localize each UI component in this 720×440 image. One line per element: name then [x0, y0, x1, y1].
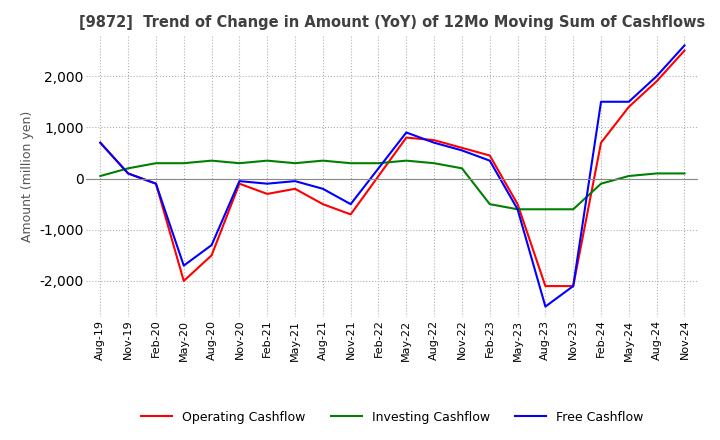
- Investing Cashflow: [569, 207, 577, 212]
- Operating Cashflow: [263, 191, 271, 197]
- Free Cashflow: [263, 181, 271, 186]
- Investing Cashflow: [680, 171, 689, 176]
- Investing Cashflow: [402, 158, 410, 163]
- Free Cashflow: [402, 130, 410, 135]
- Operating Cashflow: [680, 48, 689, 53]
- Free Cashflow: [374, 166, 383, 171]
- Free Cashflow: [346, 202, 355, 207]
- Operating Cashflow: [152, 181, 161, 186]
- Line: Investing Cashflow: Investing Cashflow: [100, 161, 685, 209]
- Free Cashflow: [235, 179, 243, 184]
- Free Cashflow: [513, 207, 522, 212]
- Investing Cashflow: [263, 158, 271, 163]
- Investing Cashflow: [152, 161, 161, 166]
- Investing Cashflow: [541, 207, 550, 212]
- Investing Cashflow: [624, 173, 633, 179]
- Free Cashflow: [152, 181, 161, 186]
- Investing Cashflow: [346, 161, 355, 166]
- Investing Cashflow: [485, 202, 494, 207]
- Operating Cashflow: [458, 145, 467, 150]
- Operating Cashflow: [569, 283, 577, 289]
- Free Cashflow: [597, 99, 606, 104]
- Operating Cashflow: [374, 173, 383, 179]
- Investing Cashflow: [597, 181, 606, 186]
- Investing Cashflow: [652, 171, 661, 176]
- Line: Operating Cashflow: Operating Cashflow: [100, 51, 685, 286]
- Investing Cashflow: [374, 161, 383, 166]
- Investing Cashflow: [458, 166, 467, 171]
- Free Cashflow: [652, 73, 661, 79]
- Free Cashflow: [124, 171, 132, 176]
- Operating Cashflow: [485, 153, 494, 158]
- Free Cashflow: [179, 263, 188, 268]
- Operating Cashflow: [541, 283, 550, 289]
- Free Cashflow: [624, 99, 633, 104]
- Free Cashflow: [207, 242, 216, 248]
- Operating Cashflow: [96, 140, 104, 145]
- Operating Cashflow: [291, 186, 300, 191]
- Investing Cashflow: [207, 158, 216, 163]
- Free Cashflow: [291, 179, 300, 184]
- Free Cashflow: [458, 148, 467, 153]
- Investing Cashflow: [513, 207, 522, 212]
- Investing Cashflow: [96, 173, 104, 179]
- Free Cashflow: [96, 140, 104, 145]
- Operating Cashflow: [346, 212, 355, 217]
- Investing Cashflow: [430, 161, 438, 166]
- Operating Cashflow: [235, 181, 243, 186]
- Line: Free Cashflow: Free Cashflow: [100, 45, 685, 307]
- Operating Cashflow: [207, 253, 216, 258]
- Free Cashflow: [485, 158, 494, 163]
- Free Cashflow: [680, 43, 689, 48]
- Operating Cashflow: [124, 171, 132, 176]
- Operating Cashflow: [318, 202, 327, 207]
- Operating Cashflow: [624, 104, 633, 110]
- Y-axis label: Amount (million yen): Amount (million yen): [21, 110, 34, 242]
- Free Cashflow: [569, 283, 577, 289]
- Investing Cashflow: [291, 161, 300, 166]
- Operating Cashflow: [597, 140, 606, 145]
- Operating Cashflow: [513, 202, 522, 207]
- Legend: Operating Cashflow, Investing Cashflow, Free Cashflow: Operating Cashflow, Investing Cashflow, …: [136, 406, 649, 429]
- Operating Cashflow: [402, 135, 410, 140]
- Operating Cashflow: [430, 138, 438, 143]
- Free Cashflow: [430, 140, 438, 145]
- Investing Cashflow: [318, 158, 327, 163]
- Operating Cashflow: [652, 79, 661, 84]
- Investing Cashflow: [235, 161, 243, 166]
- Investing Cashflow: [124, 166, 132, 171]
- Free Cashflow: [541, 304, 550, 309]
- Investing Cashflow: [179, 161, 188, 166]
- Free Cashflow: [318, 186, 327, 191]
- Operating Cashflow: [179, 279, 188, 284]
- Title: [9872]  Trend of Change in Amount (YoY) of 12Mo Moving Sum of Cashflows: [9872] Trend of Change in Amount (YoY) o…: [79, 15, 706, 30]
